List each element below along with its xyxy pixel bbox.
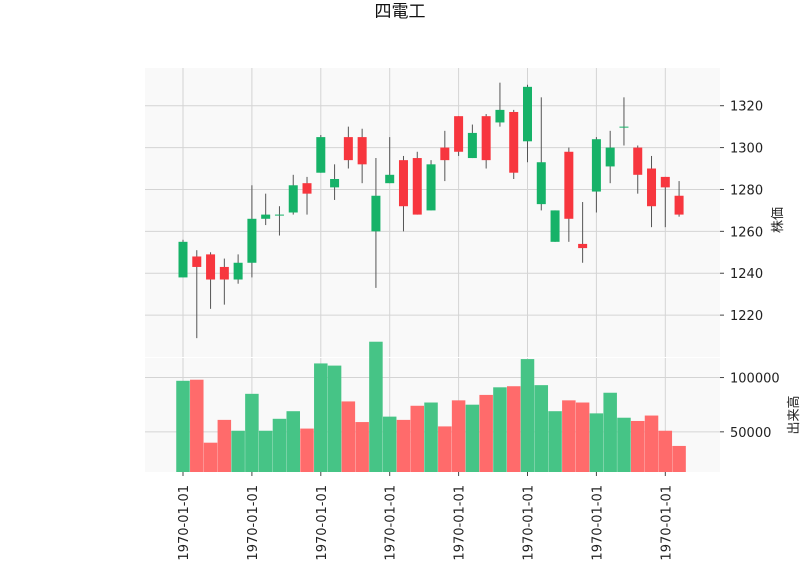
candle-body-up — [316, 137, 326, 173]
volume-tick-label: 50000 — [730, 426, 771, 441]
candle-body-down — [206, 254, 216, 280]
candle-body-down — [633, 147, 643, 175]
candle-body-down — [302, 183, 312, 194]
volume-bar-up — [314, 363, 328, 472]
candle-body-down — [509, 111, 519, 173]
candle-body-up — [550, 210, 560, 242]
volume-bar-down — [341, 401, 356, 472]
candle-body-down — [357, 137, 367, 165]
price-panel-background — [145, 68, 720, 357]
price-tick-label: 1320 — [730, 100, 763, 115]
candle-body-up — [619, 126, 629, 128]
price-tick-label: 1300 — [730, 142, 763, 157]
x-axis: 1970-01-01 1970-01-01 1970-01-01 1970-01-01… — [177, 472, 674, 561]
candle-body-up — [330, 178, 340, 188]
candle-body-up — [426, 164, 436, 211]
x-tick-label: 1970-01-01 — [659, 485, 674, 561]
volume-panel: 50000 100000 — [145, 341, 780, 472]
volume-bar-up — [245, 393, 259, 472]
volume-axis-label: 出来高 — [786, 395, 800, 434]
volume-bar-down — [355, 422, 369, 472]
candle-body-up — [274, 214, 284, 216]
volume-bar-up — [534, 385, 549, 472]
price-panel: 1220 1240 1260 1280 1300 1320 — [145, 68, 763, 357]
volume-bar-up — [617, 417, 631, 472]
candle-body-down — [192, 256, 202, 267]
volume-tick-label: 100000 — [730, 372, 780, 387]
candle-body-down — [564, 151, 574, 219]
volume-bar-down — [190, 379, 204, 472]
volume-bar-down — [644, 415, 659, 472]
candle-body-down — [219, 266, 229, 280]
candle-body-down — [440, 147, 450, 161]
price-tick-label: 1260 — [730, 225, 763, 240]
x-tick-label: 1970-01-01 — [315, 485, 330, 561]
candle-body-down — [412, 158, 422, 215]
volume-bar-down — [479, 394, 493, 472]
volume-bar-up — [258, 430, 273, 472]
candle-body-up — [523, 86, 532, 142]
candle-body-down — [647, 168, 657, 207]
volume-bar-up — [286, 411, 300, 472]
volume-bar-down — [672, 445, 686, 472]
candle-body-up — [495, 109, 505, 123]
volume-bar-up — [520, 359, 535, 472]
price-tick-label: 1280 — [730, 183, 763, 198]
candle-body-up — [247, 218, 257, 263]
volume-bar-down — [438, 426, 452, 472]
x-tick-label: 1970-01-01 — [177, 485, 192, 561]
volume-bar-up — [424, 402, 438, 472]
candle-body-up — [385, 174, 395, 184]
candle-body-up — [261, 214, 271, 219]
volume-bar-down — [217, 419, 232, 472]
volume-bar-down — [203, 442, 218, 472]
x-tick-label: 1970-01-01 — [590, 485, 605, 561]
volume-bar-down — [396, 419, 411, 472]
volume-bar-up — [327, 365, 342, 472]
price-axis-label: 株価 — [771, 207, 786, 233]
price-tick-label: 1240 — [730, 267, 763, 282]
candle-body-down — [398, 160, 408, 207]
candle-body-down — [454, 116, 464, 152]
candle-body-down — [343, 137, 353, 161]
x-tick-label: 1970-01-01 — [453, 485, 468, 561]
price-tick-label: 1220 — [730, 309, 763, 324]
volume-bar-down — [506, 386, 521, 472]
candle-body-up — [467, 132, 477, 159]
volume-bar-up — [493, 387, 507, 472]
volume-bar-up — [369, 341, 383, 472]
candle-body-up — [178, 241, 188, 278]
candle-body-up — [233, 262, 243, 280]
candle-body-down — [481, 116, 491, 161]
volume-bar-up — [589, 413, 604, 472]
volume-bar-down — [575, 402, 590, 472]
volume-bar-up — [382, 416, 397, 472]
candle-body-down — [660, 176, 670, 188]
volume-bar-down — [300, 428, 314, 472]
volume-bar-down — [562, 400, 576, 472]
volume-bar-up — [548, 411, 562, 472]
volume-bar-down — [451, 400, 466, 472]
volume-bar-up — [176, 380, 190, 472]
volume-bar-up — [231, 430, 245, 472]
candle-body-down — [674, 195, 684, 215]
x-tick-label: 1970-01-01 — [384, 485, 399, 561]
volume-bar-up — [272, 418, 287, 472]
candle-body-up — [536, 162, 546, 205]
candle-body-down — [578, 243, 588, 249]
x-tick-label: 1970-01-01 — [522, 485, 537, 561]
candle-body-up — [288, 185, 298, 213]
candle-body-up — [591, 139, 601, 192]
volume-bar-down — [630, 420, 645, 472]
volume-bar-down — [410, 405, 425, 472]
candle-body-up — [371, 195, 381, 232]
volume-bar-down — [658, 430, 673, 472]
chart-title: 四電工 — [375, 2, 426, 22]
candle-body-up — [605, 147, 615, 167]
x-tick-label: 1970-01-01 — [246, 485, 261, 561]
volume-bar-up — [465, 404, 480, 472]
volume-bar-up — [603, 392, 617, 472]
